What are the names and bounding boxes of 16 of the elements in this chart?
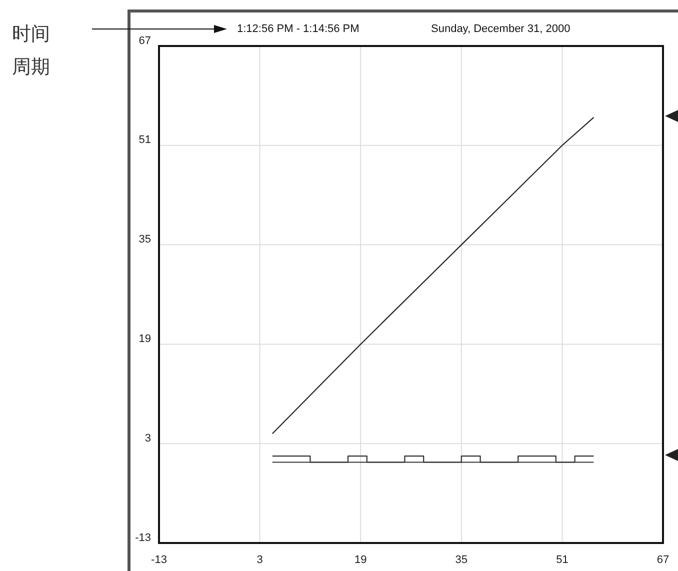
chart-subtitle: Sunday, December 31, 2000 [431, 23, 570, 35]
y-tick-label: 51 [138, 134, 151, 146]
x-tick-label: 19 [354, 554, 367, 566]
x-tick-label: -13 [151, 554, 167, 566]
x-tick-label: 51 [556, 554, 568, 566]
y-tick-label: 19 [138, 333, 151, 345]
x-tick-label: 67 [656, 554, 670, 566]
text: 周期 [12, 57, 50, 78]
chart-title: 1:12:56 PM - 1:14:56 PM [237, 23, 360, 35]
y-tick-label: 3 [144, 432, 151, 444]
y-tick-label: -13 [135, 532, 151, 544]
y-tick-label: 67 [138, 34, 151, 47]
y-tick-label: 35 [138, 234, 151, 246]
x-tick-label: 3 [256, 554, 263, 566]
x-tick-label: 35 [455, 554, 468, 566]
text: 时间 [12, 24, 50, 45]
